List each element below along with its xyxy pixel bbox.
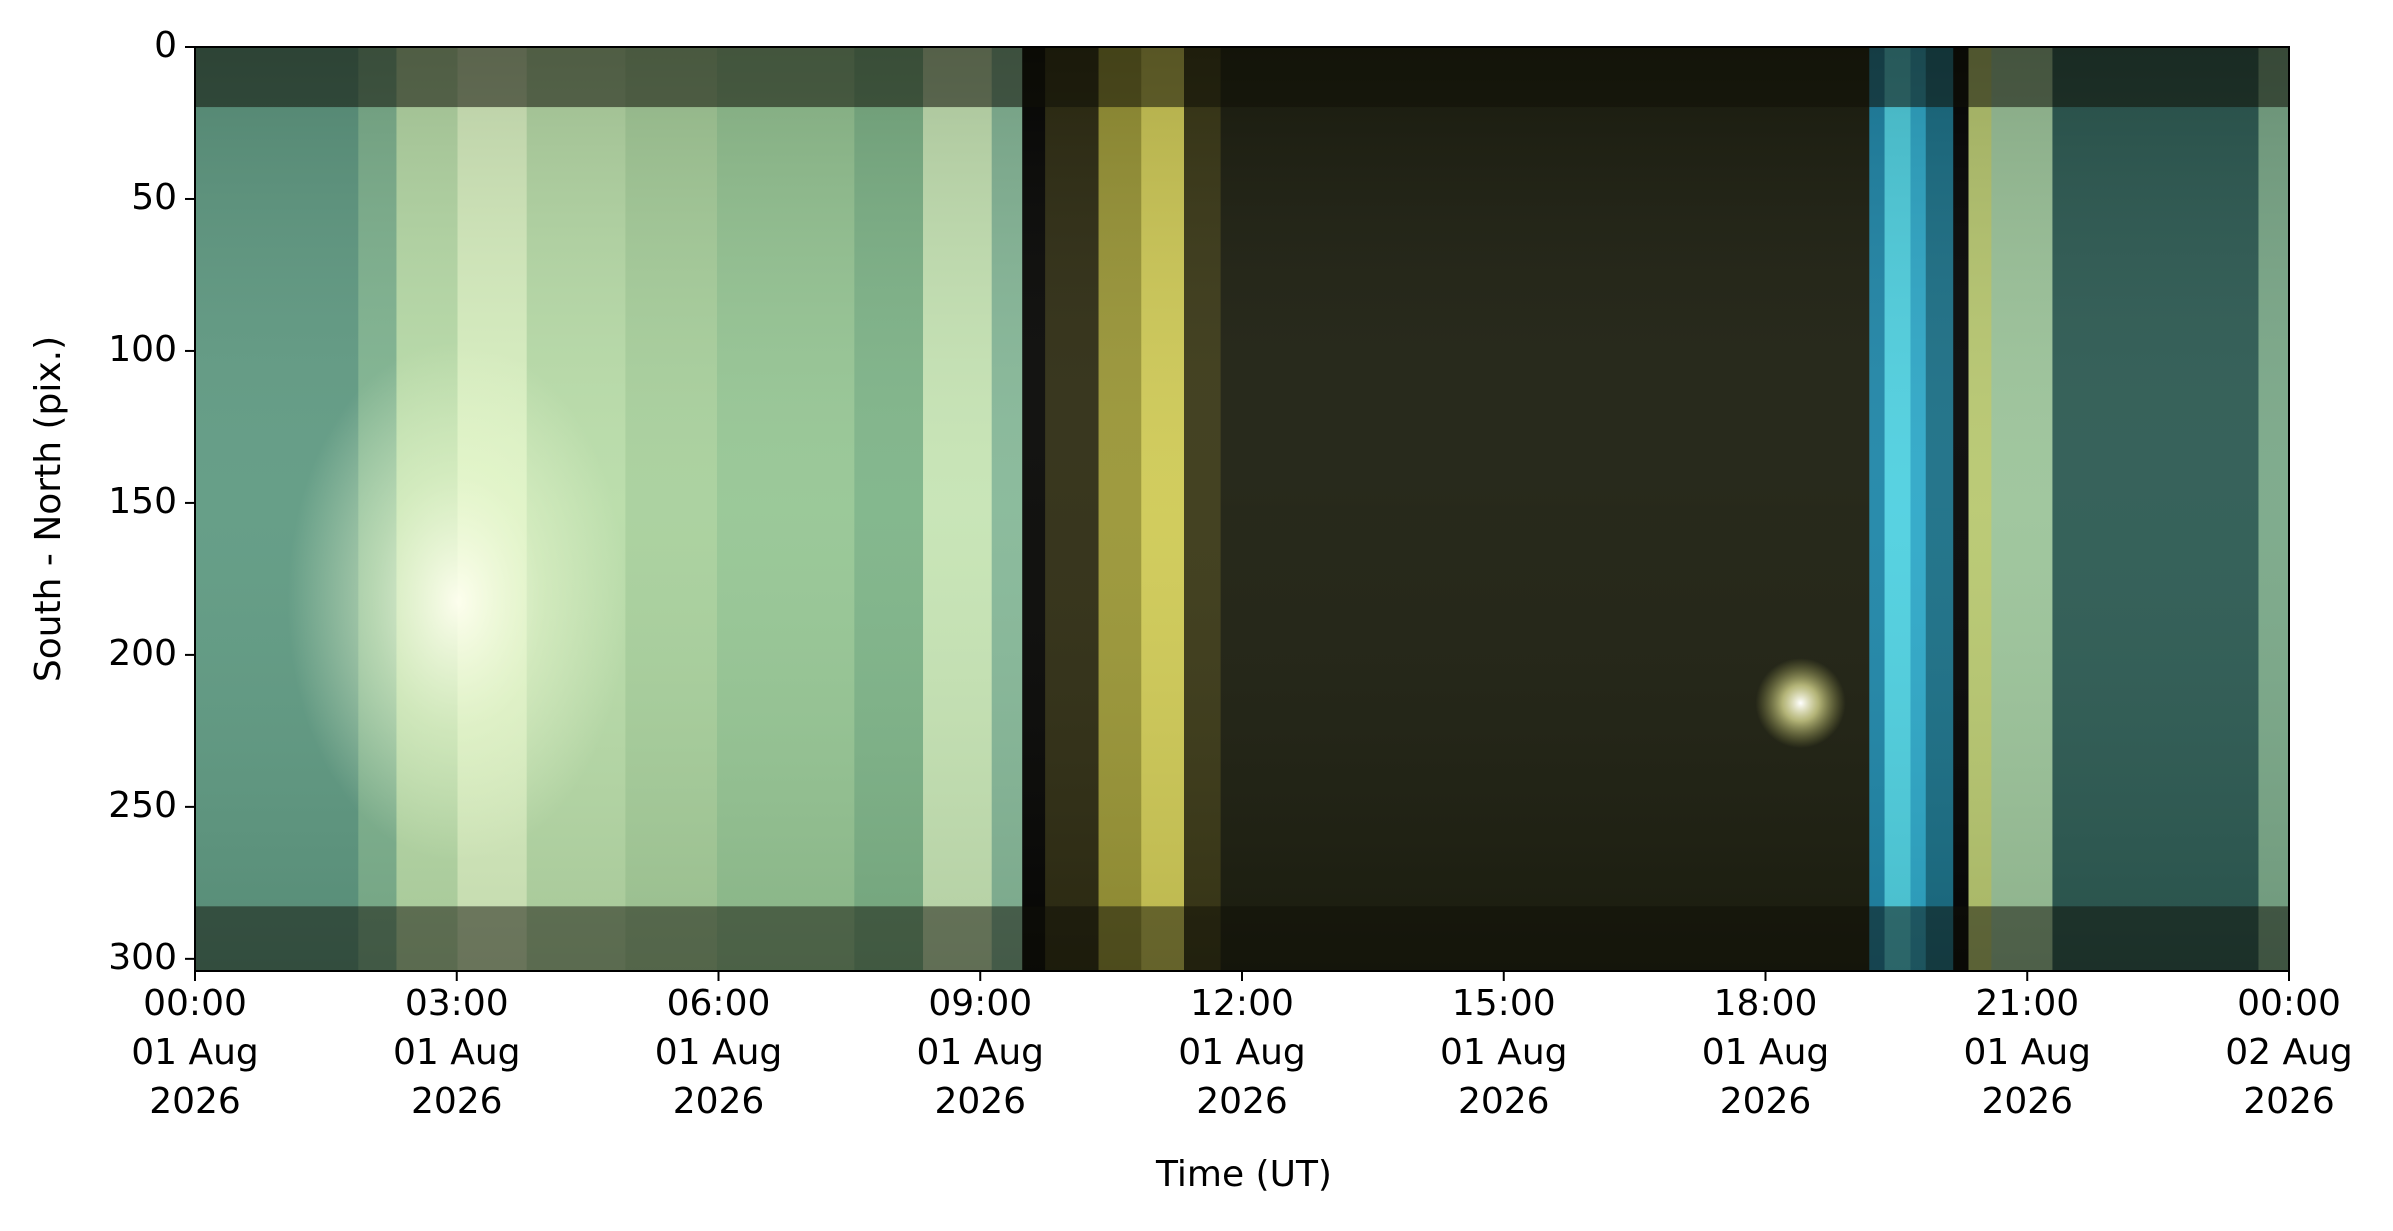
y-axis-label: South - North (pix.) bbox=[28, 336, 69, 682]
x-axis-label: Time (UT) bbox=[1155, 1154, 1332, 1195]
y-tick-label: 100 bbox=[108, 329, 177, 370]
y-tick-label: 250 bbox=[108, 785, 177, 826]
image-glow bbox=[1755, 658, 1846, 749]
y-tick-label: 200 bbox=[108, 633, 177, 674]
x-tick-label: 18:00 01 Aug 2026 bbox=[1702, 983, 1830, 1122]
image-top-band bbox=[195, 47, 2289, 108]
image-glow bbox=[287, 341, 628, 862]
x-tick-label: 06:00 01 Aug 2026 bbox=[655, 983, 783, 1122]
x-tick-label: 09:00 01 Aug 2026 bbox=[916, 983, 1044, 1122]
y-tick-label: 150 bbox=[108, 481, 177, 522]
x-tick-label: 00:00 01 Aug 2026 bbox=[131, 983, 259, 1122]
keogram-image bbox=[195, 47, 2289, 971]
y-tick-label: 0 bbox=[154, 25, 177, 66]
y-tick-label: 50 bbox=[131, 177, 177, 218]
image-bottom-band bbox=[195, 906, 2289, 971]
y-tick-label: 300 bbox=[108, 937, 177, 978]
x-tick-label: 15:00 01 Aug 2026 bbox=[1440, 983, 1568, 1122]
x-tick-label: 12:00 01 Aug 2026 bbox=[1178, 983, 1306, 1122]
x-tick-label: 21:00 01 Aug 2026 bbox=[1963, 983, 2091, 1122]
x-tick-label: 00:00 02 Aug 2026 bbox=[2225, 983, 2353, 1122]
x-tick-label: 03:00 01 Aug 2026 bbox=[393, 983, 521, 1122]
